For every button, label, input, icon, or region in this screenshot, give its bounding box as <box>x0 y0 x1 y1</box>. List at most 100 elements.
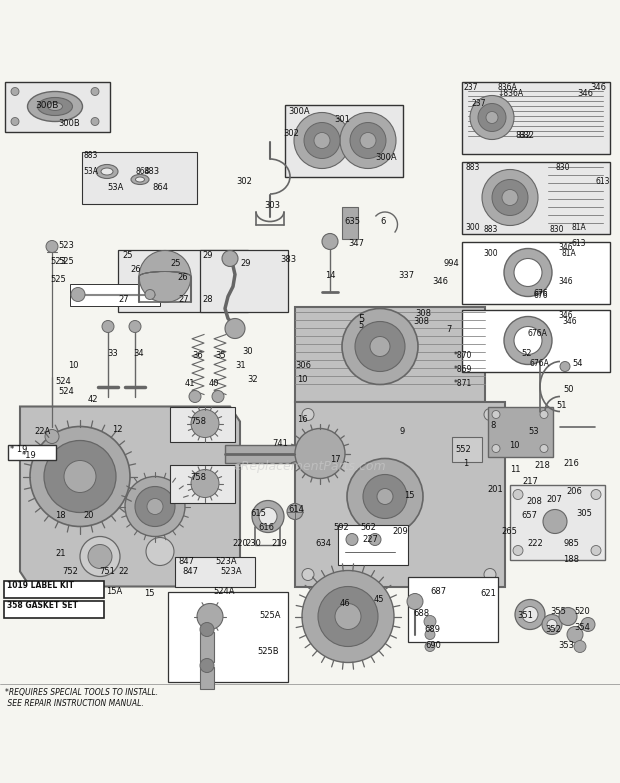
Text: 689: 689 <box>424 625 440 633</box>
Text: 22: 22 <box>118 566 128 576</box>
Text: 218: 218 <box>534 461 550 471</box>
Circle shape <box>425 641 435 651</box>
Text: 6: 6 <box>380 217 386 226</box>
Circle shape <box>540 410 548 418</box>
Text: 354: 354 <box>574 622 590 632</box>
Text: 346: 346 <box>432 276 448 286</box>
Ellipse shape <box>96 164 118 179</box>
Text: 81A: 81A <box>562 248 577 258</box>
Text: 16: 16 <box>297 414 308 424</box>
Bar <box>342 207 358 239</box>
Ellipse shape <box>27 92 82 121</box>
Text: 301: 301 <box>334 114 350 124</box>
Text: 45: 45 <box>374 594 384 604</box>
Circle shape <box>567 626 583 643</box>
Text: 523: 523 <box>50 257 66 265</box>
Circle shape <box>540 445 548 453</box>
Circle shape <box>346 533 358 546</box>
Bar <box>5 81 110 132</box>
Circle shape <box>342 309 418 384</box>
Circle shape <box>302 571 394 662</box>
Circle shape <box>147 499 163 514</box>
Text: 687: 687 <box>430 586 446 596</box>
Circle shape <box>294 113 350 168</box>
Circle shape <box>547 619 557 630</box>
Circle shape <box>482 169 538 226</box>
Text: 864: 864 <box>152 182 168 192</box>
Text: 237: 237 <box>472 99 487 107</box>
Text: 27: 27 <box>178 294 188 304</box>
Text: 51: 51 <box>556 402 567 410</box>
Ellipse shape <box>48 103 63 110</box>
Text: 300A: 300A <box>375 153 397 161</box>
Text: 523: 523 <box>58 241 74 251</box>
Polygon shape <box>20 406 240 586</box>
Text: 847: 847 <box>182 566 198 576</box>
Text: 227: 227 <box>362 535 378 543</box>
Circle shape <box>259 507 277 525</box>
Text: 351: 351 <box>517 612 533 620</box>
Circle shape <box>45 430 59 443</box>
Text: 20: 20 <box>83 511 94 521</box>
Text: 41: 41 <box>185 378 195 388</box>
Text: 883: 883 <box>465 163 479 171</box>
Text: 220: 220 <box>232 539 248 547</box>
Text: 7: 7 <box>446 324 451 334</box>
Text: 206: 206 <box>566 486 582 496</box>
Circle shape <box>470 96 514 139</box>
Text: 613: 613 <box>595 176 609 186</box>
Text: ↓836A: ↓836A <box>497 88 523 98</box>
Text: 525: 525 <box>58 257 74 265</box>
Text: 830: 830 <box>555 163 570 171</box>
Circle shape <box>200 659 214 673</box>
Bar <box>462 161 610 233</box>
Bar <box>4 580 104 597</box>
Text: 525: 525 <box>50 275 66 283</box>
Text: 352: 352 <box>545 625 561 633</box>
Text: 830: 830 <box>549 225 564 233</box>
Circle shape <box>370 337 390 356</box>
Bar <box>510 485 605 560</box>
Bar <box>285 104 403 176</box>
Text: 355: 355 <box>550 607 566 615</box>
Bar <box>118 250 248 312</box>
Circle shape <box>189 391 201 402</box>
Circle shape <box>287 503 303 519</box>
Circle shape <box>304 122 340 158</box>
Text: 21: 21 <box>55 550 66 558</box>
Circle shape <box>504 248 552 297</box>
Text: 5: 5 <box>358 313 365 323</box>
Circle shape <box>191 410 219 438</box>
Text: 688: 688 <box>413 609 429 619</box>
Circle shape <box>515 600 545 630</box>
Text: 29: 29 <box>202 251 213 259</box>
Text: 883: 883 <box>143 167 159 175</box>
Bar <box>452 436 482 461</box>
Bar <box>82 151 197 204</box>
Text: 33: 33 <box>107 348 118 358</box>
Circle shape <box>574 640 586 652</box>
Text: 11: 11 <box>510 464 521 474</box>
Text: 676A: 676A <box>530 359 550 369</box>
Text: 1: 1 <box>463 459 468 467</box>
Circle shape <box>363 474 407 518</box>
Text: 53A: 53A <box>107 182 123 192</box>
Bar <box>200 250 288 312</box>
Text: 209: 209 <box>392 526 408 536</box>
Circle shape <box>129 320 141 333</box>
Circle shape <box>478 103 506 132</box>
Circle shape <box>502 189 518 205</box>
Text: 614: 614 <box>288 504 304 514</box>
Circle shape <box>542 615 562 634</box>
Text: 616: 616 <box>258 524 274 532</box>
Text: 32: 32 <box>247 374 258 384</box>
Circle shape <box>222 251 238 266</box>
Circle shape <box>543 510 567 533</box>
Text: 752: 752 <box>62 566 78 576</box>
Text: 40: 40 <box>209 378 219 388</box>
Text: 8: 8 <box>490 421 495 431</box>
Circle shape <box>146 537 174 565</box>
Text: 9: 9 <box>400 427 405 435</box>
Text: 52: 52 <box>521 348 531 358</box>
Circle shape <box>91 88 99 96</box>
